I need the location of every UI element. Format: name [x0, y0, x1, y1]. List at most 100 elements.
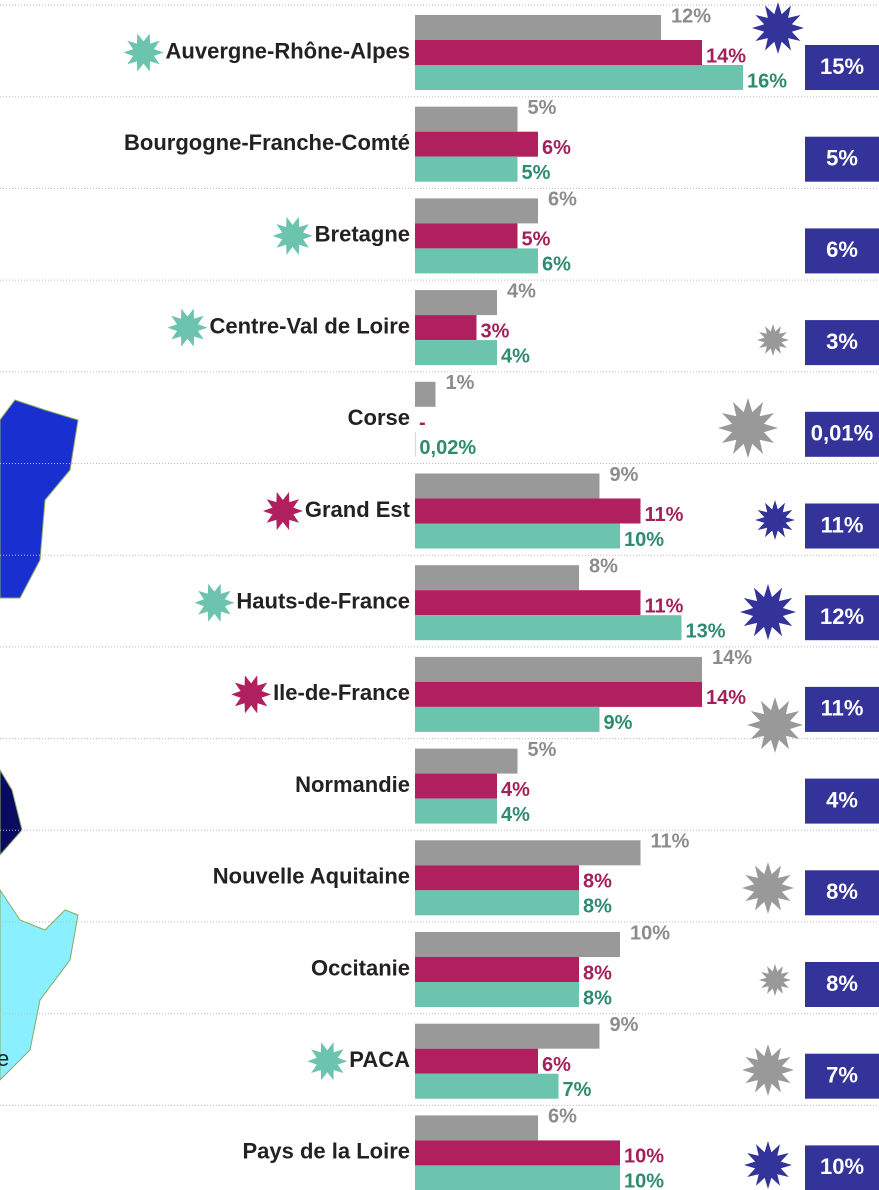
value-label: 6%	[548, 1106, 577, 1128]
category-label: Pays de la Loire	[242, 1139, 410, 1164]
value-label: 8%	[583, 896, 612, 918]
category-label: Grand Est	[305, 497, 411, 522]
bar	[415, 656, 702, 682]
category-label: Corse	[348, 405, 410, 430]
total-label: 3%	[826, 329, 858, 354]
value-label: 8%	[583, 987, 612, 1009]
category-label: Bourgogne-Franche-Comté	[124, 130, 410, 155]
bar	[415, 131, 538, 157]
value-label: 10%	[624, 1146, 664, 1168]
category-label: Nouvelle Aquitaine	[213, 864, 410, 889]
star-icon	[167, 308, 208, 347]
total-box	[805, 595, 879, 641]
value-label: 6%	[542, 137, 571, 159]
value-label: 14%	[712, 647, 752, 669]
value-label: 11%	[645, 504, 684, 526]
bar	[415, 565, 579, 591]
value-label: 4%	[501, 804, 530, 826]
bar	[415, 748, 518, 774]
value-label: 16%	[747, 70, 787, 92]
value-label: 9%	[604, 712, 633, 734]
category-label: Hauts-de-France	[236, 589, 410, 614]
star-icon	[307, 1042, 348, 1081]
total-label: 0,01%	[811, 421, 873, 446]
bar	[415, 1073, 559, 1099]
category-label: PACA	[349, 1047, 410, 1072]
category-label: Ile-de-France	[273, 680, 410, 705]
bar	[415, 1140, 620, 1166]
bar	[415, 982, 579, 1007]
bar	[415, 223, 518, 249]
bar	[415, 156, 518, 182]
map-fragment: e	[0, 399, 79, 1081]
star-icon	[740, 584, 796, 640]
bar	[415, 198, 538, 224]
star-icon	[757, 324, 789, 356]
value-label: 4%	[501, 345, 530, 367]
total-label: 11%	[821, 696, 864, 721]
star-icon	[742, 1044, 794, 1096]
map-region	[0, 769, 23, 856]
bar	[415, 706, 600, 732]
total-label: 12%	[820, 604, 864, 629]
total-label: 8%	[826, 879, 858, 904]
star-icon	[755, 500, 795, 540]
value-label: 0,02%	[419, 437, 476, 459]
value-label: 12%	[671, 5, 711, 27]
value-label: 8%	[583, 871, 612, 893]
value-label: 8%	[583, 962, 612, 984]
bar	[415, 15, 661, 40]
bar	[415, 1115, 538, 1141]
value-label: 4%	[501, 779, 530, 801]
total-label: 15%	[820, 54, 864, 79]
bar	[415, 65, 743, 90]
value-label: 10%	[624, 1171, 664, 1190]
total-box	[805, 1053, 879, 1099]
bar	[415, 1023, 600, 1049]
value-label: 13%	[686, 620, 726, 642]
value-label: 5%	[522, 162, 551, 184]
bar	[415, 615, 682, 641]
total-label: 11%	[821, 512, 864, 537]
bar	[415, 106, 518, 132]
star-icon	[759, 964, 791, 996]
star-icon	[752, 2, 804, 54]
total-box	[805, 686, 879, 732]
star-icon	[272, 216, 313, 255]
value-label: 6%	[548, 189, 577, 211]
total-box	[805, 870, 879, 916]
value-label: 7%	[563, 1079, 592, 1101]
bar	[415, 865, 579, 891]
star-icon	[742, 862, 794, 914]
total-label: 7%	[826, 1063, 858, 1088]
total-box	[805, 778, 879, 824]
bar	[415, 523, 620, 549]
total-box	[805, 1145, 879, 1190]
value-label: 11%	[645, 595, 684, 617]
bar	[415, 290, 497, 316]
star-icon	[194, 583, 235, 622]
bar	[415, 473, 600, 499]
value-label: 14%	[706, 687, 746, 709]
value-label: 11%	[651, 831, 690, 853]
star-icon	[744, 1141, 792, 1189]
value-label: 9%	[610, 464, 639, 486]
value-label: -	[419, 412, 426, 434]
bar	[415, 1048, 538, 1074]
value-label: 6%	[542, 254, 571, 276]
bar	[415, 773, 497, 799]
bar	[415, 498, 641, 524]
total-label: 5%	[826, 146, 858, 171]
value-label: 6%	[542, 1054, 571, 1076]
bar	[415, 340, 497, 366]
bar	[415, 798, 497, 824]
value-label: 9%	[610, 1014, 639, 1036]
bar	[415, 248, 538, 274]
bar	[415, 932, 620, 957]
star-icon	[123, 33, 164, 72]
value-label: 10%	[630, 922, 670, 944]
map-label: e	[0, 1046, 9, 1071]
map-region	[0, 399, 79, 599]
category-label: Bretagne	[315, 222, 410, 247]
